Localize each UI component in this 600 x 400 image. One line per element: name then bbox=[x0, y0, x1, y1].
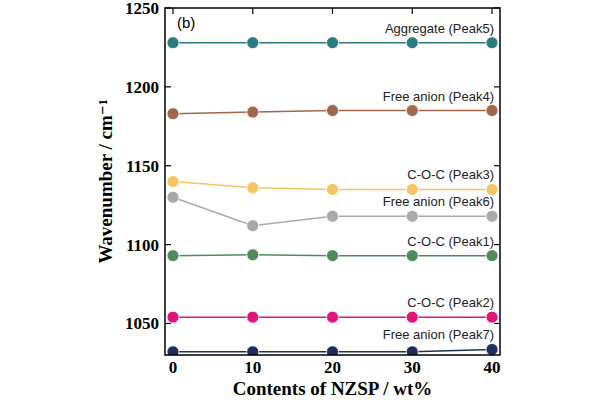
y-tick-label: 1200 bbox=[125, 78, 159, 97]
series-label: Free anion (Peak6) bbox=[383, 194, 494, 209]
series-label: C-O-C (Peak1) bbox=[407, 234, 494, 249]
data-point bbox=[327, 250, 339, 262]
series-label: C-O-C (Peak2) bbox=[407, 295, 494, 310]
y-tick bbox=[494, 244, 500, 245]
x-tick-label: 10 bbox=[244, 358, 261, 377]
series-label: Aggregate (Peak5) bbox=[385, 21, 494, 36]
data-point bbox=[167, 37, 179, 49]
data-point bbox=[486, 250, 498, 262]
data-point bbox=[406, 311, 418, 323]
x-tick bbox=[172, 8, 173, 14]
data-point bbox=[327, 105, 339, 117]
y-tick-label: 1100 bbox=[126, 236, 159, 255]
y-tick bbox=[165, 244, 171, 245]
data-point bbox=[486, 210, 498, 222]
data-point bbox=[406, 105, 418, 117]
data-point bbox=[406, 210, 418, 222]
x-tick-label: 40 bbox=[484, 358, 501, 377]
data-point bbox=[167, 191, 179, 203]
series-label: C-O-C (Peak3) bbox=[407, 167, 494, 182]
y-tick bbox=[165, 323, 171, 324]
chart: 1050 1100 1150 1200 1250 0 10 20 30 40 Aggregate (… bbox=[0, 0, 600, 400]
data-point bbox=[247, 220, 259, 232]
series-label: Free anion (Peak4) bbox=[383, 89, 494, 104]
data-point bbox=[167, 176, 179, 188]
data-point bbox=[167, 108, 179, 120]
plot-marks bbox=[167, 37, 498, 355]
data-point bbox=[247, 182, 259, 194]
data-point bbox=[247, 311, 259, 323]
y-tick bbox=[494, 323, 500, 324]
data-point bbox=[406, 250, 418, 262]
data-point bbox=[327, 183, 339, 195]
x-tick bbox=[252, 8, 253, 14]
series-label: Free anion (Peak7) bbox=[383, 327, 494, 342]
data-point bbox=[327, 210, 339, 222]
data-point bbox=[167, 346, 179, 355]
y-tick bbox=[165, 165, 171, 166]
data-point bbox=[167, 311, 179, 323]
x-tick-label: 0 bbox=[169, 358, 178, 377]
y-axis-label: Wavenumber / cm⁻¹ bbox=[95, 99, 116, 263]
data-point bbox=[486, 343, 498, 355]
data-point bbox=[247, 37, 259, 49]
y-tick-label: 1150 bbox=[126, 157, 159, 176]
data-point bbox=[486, 311, 498, 323]
y-tick bbox=[165, 86, 171, 87]
data-point bbox=[486, 37, 498, 49]
y-tick-label: 1050 bbox=[125, 314, 159, 333]
data-point bbox=[247, 106, 259, 118]
x-tick-label: 20 bbox=[324, 358, 341, 377]
data-point bbox=[406, 346, 418, 355]
data-point bbox=[247, 249, 259, 261]
x-tick-label: 30 bbox=[404, 358, 421, 377]
data-point bbox=[247, 346, 259, 355]
y-tick-label: 1250 bbox=[125, 0, 159, 18]
x-tick bbox=[332, 8, 333, 14]
data-point bbox=[327, 311, 339, 323]
x-tick bbox=[491, 8, 492, 14]
panel-label: (b) bbox=[177, 14, 195, 31]
data-point bbox=[486, 105, 498, 117]
y-tick bbox=[494, 86, 500, 87]
y-tick bbox=[494, 165, 500, 166]
data-point bbox=[406, 37, 418, 49]
x-axis-label: Contents of NZSP / wt% bbox=[233, 378, 433, 399]
data-point bbox=[327, 346, 339, 355]
data-point bbox=[327, 37, 339, 49]
x-tick bbox=[412, 8, 413, 14]
data-point bbox=[167, 250, 179, 262]
plot-frame bbox=[165, 8, 500, 355]
